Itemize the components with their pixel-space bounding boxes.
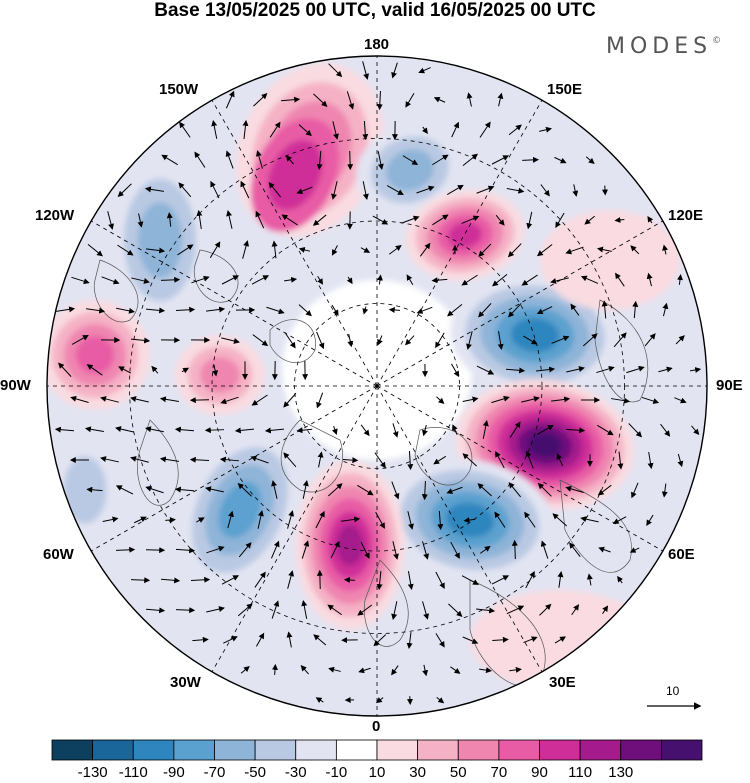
lon-label-90w: 90W [0, 377, 31, 394]
map-border [46, 55, 708, 717]
lon-label-30w: 30W [170, 674, 201, 691]
lon-label-90e: 90E [716, 377, 743, 394]
lon-label-60e: 60E [668, 546, 695, 563]
colorbar-label: 70 [490, 764, 508, 781]
colorbar-label: -90 [163, 764, 185, 781]
colorbar-label: -110 [118, 764, 148, 781]
lon-label-120w: 120W [35, 207, 75, 224]
lon-label-180: 180 [364, 36, 390, 53]
brand-mark: © [712, 36, 722, 46]
colorbar-label: 130 [608, 764, 634, 781]
colorbar-cell [214, 739, 256, 761]
colorbar-label: 50 [449, 764, 467, 781]
colorbar-cell [51, 739, 94, 761]
colorbar-label: 110 [568, 764, 593, 781]
colorbar-label: 90 [531, 764, 548, 781]
colorbar-cell [417, 739, 459, 761]
colorbar-cell [132, 739, 175, 761]
colorbar-label: 10 [368, 764, 386, 781]
colorbar-cell [173, 739, 215, 761]
map-title: Base 13/05/2025 00 UTC, valid 16/05/2025… [154, 0, 596, 21]
brand-logo: MODES© [606, 34, 721, 59]
colorbar-cell [498, 739, 540, 761]
colorbar-cell [254, 739, 297, 761]
colorbar-label: -10 [325, 764, 348, 781]
reference-vector-label: 10 [666, 684, 680, 698]
colorbar-label: -50 [244, 764, 266, 781]
colorbar-cell [376, 739, 419, 761]
lon-label-150w: 150W [159, 81, 199, 98]
colorbar-cell [335, 739, 378, 761]
brand-name: MODES [606, 34, 713, 59]
lon-label-150e: 150E [547, 81, 583, 98]
wind-vectors [54, 61, 702, 706]
lon-label-120e: 120E [668, 207, 704, 224]
colorbar-cell [620, 739, 662, 761]
lon-label-30e: 30E [549, 674, 576, 691]
colorbar-label: -130 [77, 764, 108, 781]
colorbar-label: 30 [409, 764, 426, 781]
colorbar-label: -30 [284, 764, 307, 781]
colorbar-cell [295, 739, 337, 761]
colorbar-cell [92, 739, 134, 761]
lon-label-0: 0 [372, 718, 381, 735]
colorbar-cell [579, 739, 622, 761]
lon-label-60w: 60W [43, 546, 74, 563]
colorbar-cell [539, 739, 581, 761]
colorbar-label: -70 [203, 764, 226, 781]
colorbar-cell [660, 739, 703, 761]
colorbar-cell [457, 739, 500, 761]
